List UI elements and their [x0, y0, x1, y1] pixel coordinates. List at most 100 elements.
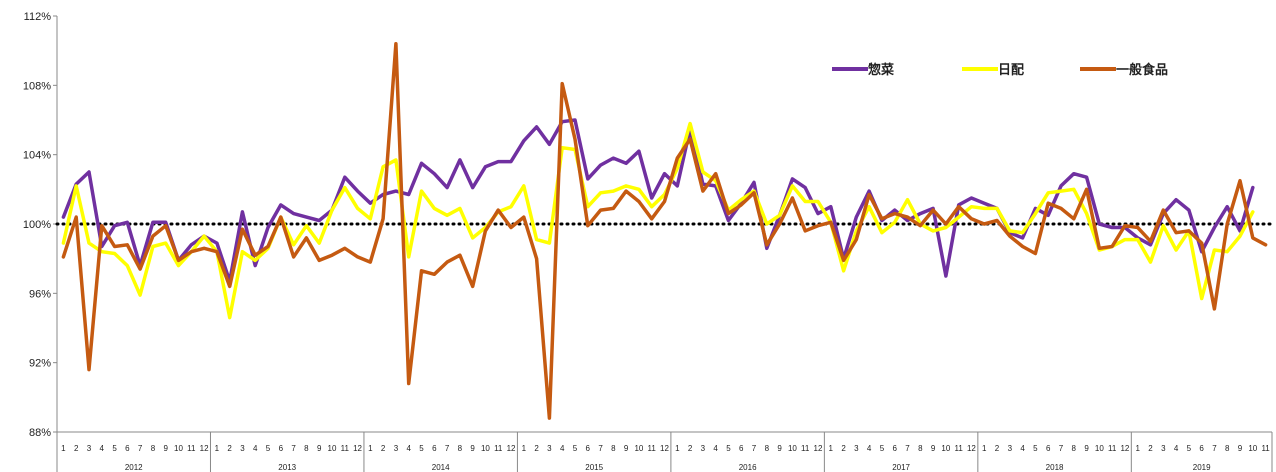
x-tick-label: 10: [328, 444, 337, 453]
x-tick-label: 7: [752, 444, 757, 453]
x-tick-label: 12: [660, 444, 669, 453]
x-tick-label: 7: [1212, 444, 1217, 453]
x-tick-label: 6: [279, 444, 284, 453]
ippan-shokuhin-series-line: [61, 41, 1268, 420]
x-tick-label: 4: [560, 444, 565, 453]
x-tick-label: 11: [801, 444, 810, 453]
y-tick-label: 112%: [24, 11, 52, 23]
x-tick-label: 5: [266, 444, 271, 453]
x-tick-label: 5: [112, 444, 117, 453]
x-tick-label: 10: [634, 444, 643, 453]
x-tick-label: 2: [381, 444, 386, 453]
x-tick-label: 8: [1072, 444, 1077, 453]
x-tick-label: 10: [481, 444, 490, 453]
x-tick-label: 2: [1148, 444, 1153, 453]
y-axis: 88% 92% 96% 100% 104% 108% 112%: [23, 11, 57, 439]
x-tick-label: 2: [995, 444, 1000, 453]
x-tick-label: 10: [1248, 444, 1257, 453]
year-label: 2019: [1193, 463, 1211, 472]
year-label: 2013: [278, 463, 296, 472]
x-tick-label: 5: [419, 444, 424, 453]
x-tick-label: 8: [304, 444, 309, 453]
x-tick-label: 6: [586, 444, 591, 453]
x-tick-label: 6: [739, 444, 744, 453]
x-tick-label: 4: [100, 444, 105, 453]
x-tick-label: 9: [931, 444, 936, 453]
x-tick-label: 11: [1261, 444, 1270, 453]
x-tick-label: 4: [406, 444, 411, 453]
x-tick-label: 5: [573, 444, 578, 453]
x-tick-label: 6: [125, 444, 130, 453]
x-tick-label: 12: [967, 444, 976, 453]
x-tick-label: 4: [253, 444, 258, 453]
x-tick-label: 9: [470, 444, 475, 453]
x-tick-label: 6: [892, 444, 897, 453]
x-tick-label: 3: [87, 444, 92, 453]
x-tick-label: 11: [648, 444, 657, 453]
x-tick-label: 1: [368, 444, 373, 453]
x-tick-label: 4: [1020, 444, 1025, 453]
x-tick-label: 8: [151, 444, 156, 453]
x-tick-label: 8: [918, 444, 923, 453]
year-label: 2016: [739, 463, 757, 472]
x-tick-label: 7: [138, 444, 143, 453]
x-tick-label: 1: [522, 444, 527, 453]
x-tick-label: 1: [61, 444, 66, 453]
x-tick-label: 3: [1008, 444, 1013, 453]
x-tick-label: 11: [341, 444, 350, 453]
x-tick-label: 5: [726, 444, 731, 453]
x-tick-label: 3: [854, 444, 859, 453]
y-tick-label: 100%: [23, 219, 51, 231]
x-tick-label: 1: [829, 444, 834, 453]
x-tick-label: 4: [1174, 444, 1179, 453]
x-tick-label: 10: [1095, 444, 1104, 453]
x-tick-label: 3: [1161, 444, 1166, 453]
x-tick-label: 4: [713, 444, 718, 453]
y-tick-label: 108%: [23, 80, 51, 92]
x-tick-label: 12: [1120, 444, 1129, 453]
x-tick-label: 2: [841, 444, 846, 453]
x-tick-label: 2: [688, 444, 693, 453]
x-tick-label: 1: [675, 444, 680, 453]
x-tick-label: 2: [227, 444, 232, 453]
x-tick-label: 9: [1084, 444, 1089, 453]
x-tick-label: 7: [598, 444, 603, 453]
x-tick-label: 8: [765, 444, 770, 453]
series-lines: [61, 41, 1268, 420]
x-tick-label: 7: [291, 444, 296, 453]
x-tick-label: 6: [1199, 444, 1204, 453]
x-tick-label: 3: [240, 444, 245, 453]
x-tick-label: 5: [880, 444, 885, 453]
legend-label: 惣菜: [868, 62, 894, 77]
x-tick-label: 11: [494, 444, 503, 453]
x-tick-label: 1: [215, 444, 220, 453]
legend: 惣菜 日配 一般食品: [832, 62, 1168, 77]
x-tick-label: 11: [187, 444, 196, 453]
x-tick-label: 12: [814, 444, 823, 453]
x-tick-label: 9: [163, 444, 168, 453]
x-tick-label: 10: [941, 444, 950, 453]
x-tick-label: 11: [955, 444, 964, 453]
legend-label: 日配: [998, 62, 1024, 77]
x-tick-label: 1: [982, 444, 987, 453]
year-label: 2015: [585, 463, 603, 472]
x-tick-label: 12: [353, 444, 362, 453]
x-tick-label: 7: [905, 444, 910, 453]
x-tick-label: 12: [200, 444, 209, 453]
x-tick-label: 9: [777, 444, 782, 453]
y-tick-label: 92%: [29, 358, 51, 370]
x-tick-label: 9: [317, 444, 322, 453]
x-tick-label: 5: [1033, 444, 1038, 453]
legend-label: 一般食品: [1116, 62, 1168, 77]
nippai-series-line: [61, 121, 1255, 320]
x-tick-label: 9: [624, 444, 629, 453]
y-tick-label: 104%: [23, 150, 51, 162]
x-tick-label: 8: [1225, 444, 1230, 453]
sozai-series-line: [61, 118, 1255, 283]
x-tick-label: 9: [1238, 444, 1243, 453]
x-tick-label: 5: [1187, 444, 1192, 453]
year-label: 2012: [125, 463, 143, 472]
x-tick-label: 11: [1108, 444, 1117, 453]
